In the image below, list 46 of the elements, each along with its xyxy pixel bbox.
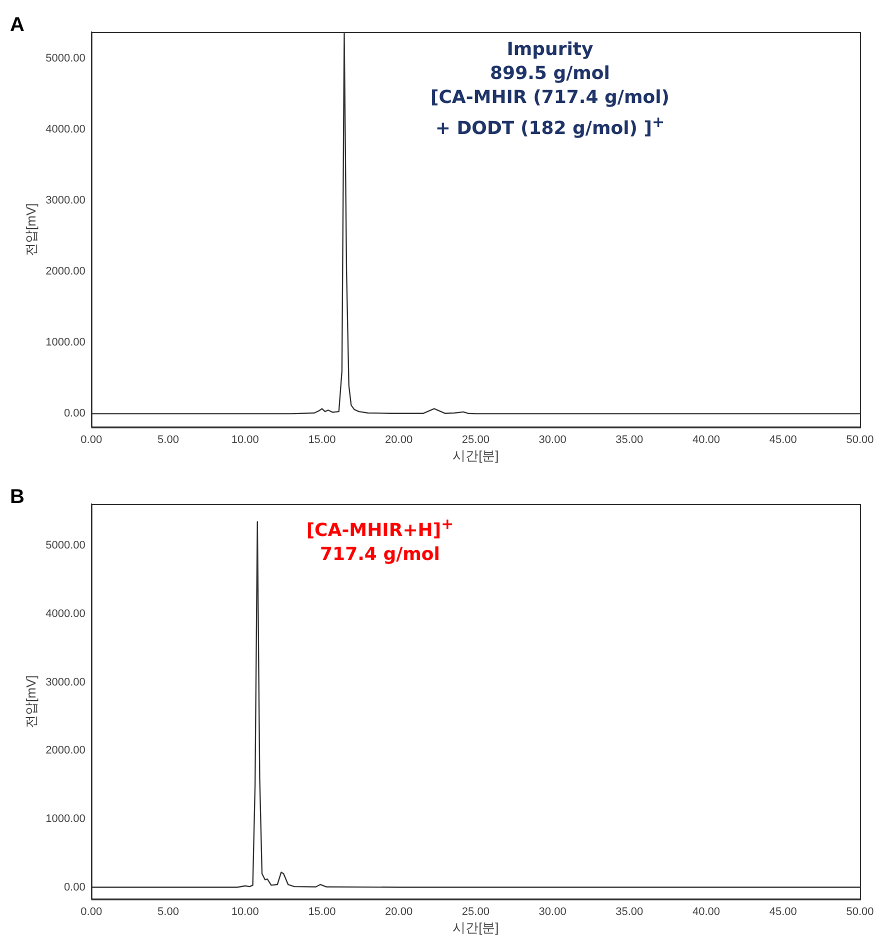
y-tick-label: 3000.00 (46, 194, 86, 206)
annotation: 899.5 g/mol (489, 62, 611, 86)
x-tick-label: 15.00 (308, 906, 336, 918)
chart-title: A (10, 14, 24, 37)
x-tick-label: 30.00 (538, 434, 566, 446)
x-tick-label: 0.00 (80, 434, 102, 446)
y-tick-label: 1000.00 (46, 812, 86, 825)
y-axis-title: 전압[mV] (23, 203, 38, 256)
x-tick-label: 25.00 (462, 434, 490, 446)
x-tick-label: 45.00 (769, 434, 797, 446)
x-tick-label: 20.00 (385, 906, 413, 918)
y-axis-title: 전압[mV] (23, 675, 38, 728)
x-tick-label: 10.00 (231, 434, 259, 446)
x-tick-label: 15.00 (308, 434, 336, 446)
x-tick-label: 45.00 (769, 906, 797, 918)
y-tick-label: 1000.00 (46, 336, 86, 349)
x-tick-label: 35.00 (616, 434, 644, 446)
y-tick-label: 2000.00 (46, 744, 86, 757)
annotation: [CA-MHIR (717.4 g/mol) (429, 86, 671, 110)
annotation: [CA-MHIR+H]$^{+}$ (305, 514, 455, 543)
y-tick-label: 5000.00 (46, 540, 86, 552)
x-axis-title: 시간[분] (452, 920, 499, 935)
x-axis-title: 시간[분] (452, 448, 499, 463)
x-tick-label: 0.00 (80, 906, 102, 918)
y-tick-label: 3000.00 (46, 676, 86, 688)
y-tick-label: 4000.00 (46, 608, 86, 620)
x-tick-label: 35.00 (616, 906, 644, 918)
x-tick-label: 40.00 (692, 434, 720, 446)
annotation: Impurity (506, 38, 594, 62)
chart-title: B (10, 486, 24, 509)
annotation: + DODT (182 g/mol) ]$^{+}$ (434, 112, 666, 141)
x-tick-label: 5.00 (158, 434, 179, 446)
x-tick-label: 10.00 (231, 906, 259, 918)
x-tick-label: 50.00 (846, 434, 874, 446)
x-tick-label: 25.00 (462, 906, 490, 918)
x-tick-label: 40.00 (692, 906, 720, 918)
y-tick-label: 2000.00 (46, 266, 86, 278)
x-tick-label: 30.00 (538, 906, 566, 918)
y-tick-label: 0.00 (64, 408, 86, 420)
y-tick-label: 0.00 (64, 881, 86, 894)
x-tick-label: 20.00 (385, 434, 413, 446)
x-tick-label: 5.00 (158, 906, 179, 918)
x-tick-label: 50.00 (846, 906, 874, 918)
y-tick-label: 4000.00 (46, 123, 86, 136)
y-tick-label: 5000.00 (46, 52, 86, 64)
annotation: 717.4 g/mol (319, 543, 441, 567)
